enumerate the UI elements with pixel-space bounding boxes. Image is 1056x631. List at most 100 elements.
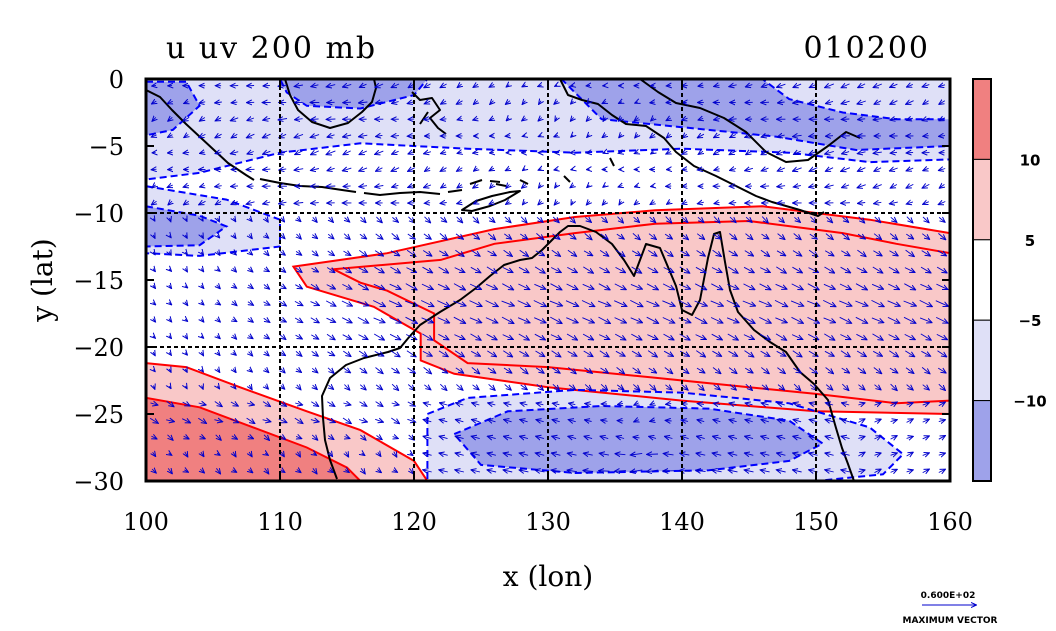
wind-vector: [699, 151, 704, 154]
wind-vector: [890, 202, 898, 204]
wind-vector: [202, 219, 203, 221]
wind-vector: [503, 249, 512, 256]
wind-vector: [551, 367, 560, 373]
wind-vector: [824, 266, 835, 273]
wind-vector: [519, 350, 528, 356]
wind-vector: [346, 452, 349, 457]
wind-vector: [936, 283, 947, 289]
wind-vector: [729, 216, 736, 222]
wind-vector: [694, 283, 706, 290]
wind-vector: [555, 201, 558, 205]
wind-vector: [603, 201, 606, 205]
wind-vector: [791, 283, 803, 290]
wind-vector: [651, 186, 654, 187]
wind-vector: [232, 436, 237, 439]
wind-vector: [922, 453, 929, 455]
wind-vector: [571, 201, 573, 205]
wind-vector: [424, 385, 430, 390]
wind-vector: [599, 267, 609, 272]
wind-vector: [169, 285, 171, 288]
wind-vector: [200, 469, 204, 473]
wind-vector: [247, 202, 255, 204]
wind-vector: [279, 335, 286, 340]
wind-vector: [424, 185, 432, 188]
wind-vector: [663, 333, 674, 340]
wind-vector: [535, 367, 544, 373]
wind-vector: [906, 470, 913, 472]
wind-vector: [758, 300, 771, 306]
wind-vector: [518, 266, 529, 272]
wind-vector: [344, 384, 349, 390]
wind-vector: [635, 152, 639, 153]
wind-vector: [630, 299, 642, 306]
wind-vector: [217, 302, 221, 305]
wind-vector: [423, 453, 432, 455]
wind-vector: [295, 285, 302, 289]
wind-vector: [743, 266, 754, 272]
wind-vector: [678, 299, 691, 306]
wind-vector: [842, 152, 850, 154]
wind-vector: [891, 185, 898, 188]
wind-vector: [486, 266, 497, 273]
wind-vector: [888, 283, 899, 289]
wind-vector: [823, 283, 835, 289]
wind-vector: [378, 452, 381, 456]
wind-vector: [473, 152, 478, 153]
wind-vector: [457, 185, 462, 188]
wind-vector: [714, 85, 719, 86]
wind-vector: [906, 101, 914, 105]
wind-vector: [217, 336, 220, 339]
wind-vector: [729, 420, 737, 422]
wind-vector: [438, 333, 448, 339]
wind-vector: [939, 169, 946, 171]
wind-vector: [809, 453, 818, 455]
wind-vector: [199, 201, 206, 204]
wind-vector: [777, 470, 786, 472]
wind-vector: [938, 469, 945, 472]
wind-vector: [694, 300, 707, 306]
wind-vector: [215, 102, 222, 103]
wind-vector: [454, 267, 465, 273]
wind-vector: [744, 350, 754, 357]
wind-vector: [263, 118, 271, 120]
wind-vector: [343, 403, 350, 405]
wind-vector: [730, 169, 737, 171]
wind-vector: [169, 453, 172, 455]
wind-vector: [182, 402, 190, 406]
wind-vector: [538, 85, 542, 86]
wind-vector: [761, 470, 770, 472]
wind-vector: [873, 152, 882, 153]
wind-vector: [326, 285, 335, 289]
wind-vector: [666, 118, 670, 120]
wind-vector: [216, 118, 222, 121]
wind-vector: [650, 134, 655, 138]
wind-vector: [472, 385, 479, 390]
wind-vector: [328, 436, 333, 440]
wind-vector: [215, 134, 222, 138]
wind-vector: [823, 317, 836, 323]
wind-vector: [424, 84, 431, 88]
wind-vector: [648, 250, 656, 256]
wind-vector: [456, 420, 464, 422]
wind-vector: [598, 316, 611, 323]
wind-vector: [311, 251, 318, 256]
wind-vector: [474, 101, 478, 105]
wind-vector: [839, 300, 851, 306]
wind-vector: [263, 318, 270, 322]
wind-vector: [567, 470, 577, 472]
wind-vector: [437, 317, 450, 323]
wind-vector: [279, 169, 287, 170]
wind-vector: [233, 285, 237, 288]
wind-vector: [343, 151, 351, 155]
wind-vector: [153, 219, 154, 221]
wind-vector: [454, 334, 464, 340]
wind-vector: [440, 403, 448, 405]
wind-vector: [520, 453, 529, 455]
wind-vector: [938, 233, 945, 239]
wind-vector: [533, 300, 546, 307]
wind-vector: [357, 283, 368, 290]
wind-vector: [504, 453, 513, 455]
wind-vector: [297, 234, 302, 239]
wind-vector: [489, 84, 494, 87]
wind-vector: [295, 85, 303, 86]
